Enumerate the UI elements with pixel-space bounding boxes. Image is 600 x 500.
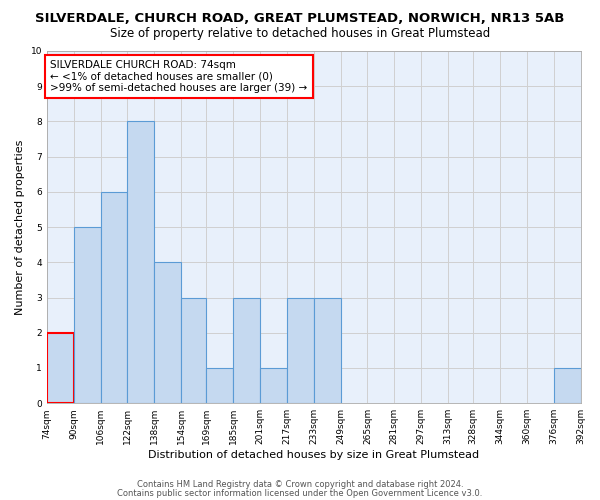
Text: SILVERDALE, CHURCH ROAD, GREAT PLUMSTEAD, NORWICH, NR13 5AB: SILVERDALE, CHURCH ROAD, GREAT PLUMSTEAD… xyxy=(35,12,565,26)
Bar xyxy=(233,298,260,403)
Bar xyxy=(206,368,233,403)
Bar xyxy=(554,368,581,403)
X-axis label: Distribution of detached houses by size in Great Plumstead: Distribution of detached houses by size … xyxy=(148,450,479,460)
Bar xyxy=(314,298,341,403)
Bar xyxy=(101,192,127,403)
Y-axis label: Number of detached properties: Number of detached properties xyxy=(15,140,25,315)
Text: Size of property relative to detached houses in Great Plumstead: Size of property relative to detached ho… xyxy=(110,28,490,40)
Bar xyxy=(287,298,314,403)
Bar xyxy=(74,227,101,403)
Bar xyxy=(127,122,154,403)
Bar xyxy=(181,298,206,403)
Bar xyxy=(260,368,287,403)
Text: Contains public sector information licensed under the Open Government Licence v3: Contains public sector information licen… xyxy=(118,488,482,498)
Text: SILVERDALE CHURCH ROAD: 74sqm
← <1% of detached houses are smaller (0)
>99% of s: SILVERDALE CHURCH ROAD: 74sqm ← <1% of d… xyxy=(50,60,308,93)
Bar xyxy=(154,262,181,403)
Bar xyxy=(47,333,74,403)
Text: Contains HM Land Registry data © Crown copyright and database right 2024.: Contains HM Land Registry data © Crown c… xyxy=(137,480,463,489)
